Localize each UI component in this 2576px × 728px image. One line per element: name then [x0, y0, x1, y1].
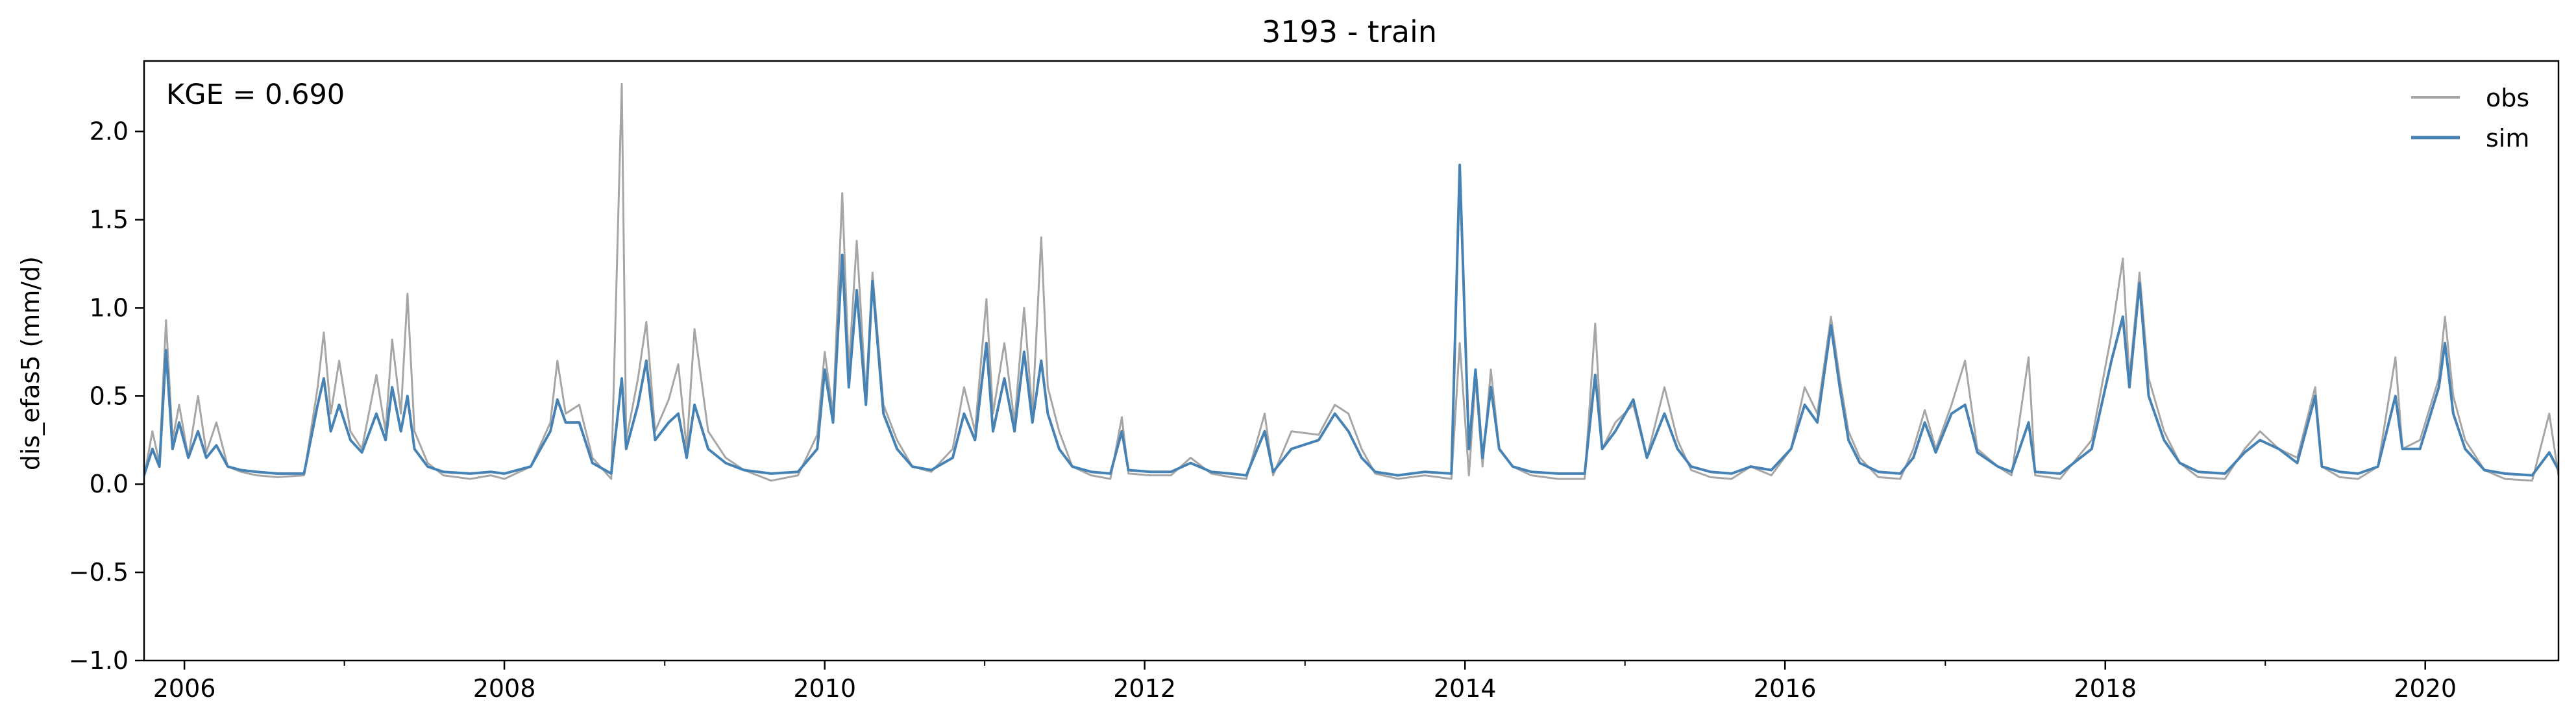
chart-title: 3193 - train [1262, 14, 1437, 49]
y-tick-label: −1.0 [69, 646, 129, 675]
kge-annotation: KGE = 0.690 [166, 79, 345, 111]
legend-obs-label: obs [2486, 84, 2529, 112]
legend: obs sim [2411, 84, 2529, 152]
series-line-obs [144, 82, 2558, 482]
x-tick-label: 2014 [1434, 674, 1497, 703]
x-tick-label: 2008 [473, 674, 536, 703]
y-tick-label: 0.5 [90, 382, 129, 410]
y-tick-label: 2.0 [90, 117, 129, 146]
y-tick-label: 0.0 [90, 470, 129, 498]
y-tick-label: 1.5 [90, 206, 129, 234]
x-tick-label: 2006 [153, 674, 216, 703]
x-tick-label: 2020 [2394, 674, 2457, 703]
x-tick-label: 2016 [1754, 674, 1817, 703]
y-tick-label: −0.5 [69, 558, 129, 587]
series-line-sim [144, 164, 2558, 477]
plot-frame [143, 60, 2560, 662]
x-tick-label: 2018 [2074, 674, 2137, 703]
legend-sim-label: sim [2486, 124, 2529, 152]
y-axis-title: dis_efas5 (mm/d) [16, 256, 45, 470]
x-tick-label: 2010 [793, 674, 856, 703]
y-tick-label: 1.0 [90, 293, 129, 322]
x-tick-label: 2012 [1113, 674, 1176, 703]
